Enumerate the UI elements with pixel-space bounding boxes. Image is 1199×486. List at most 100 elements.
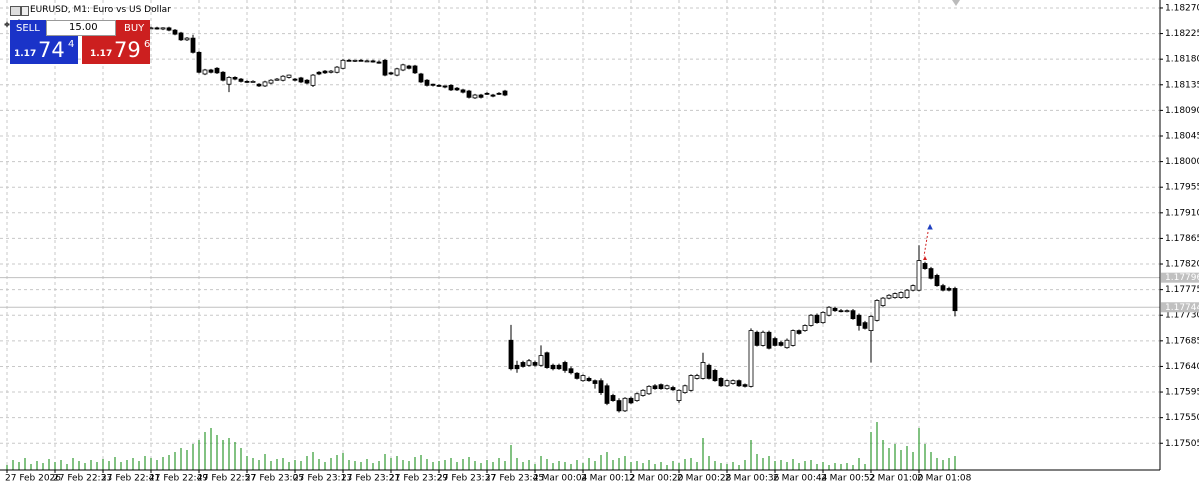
candle-body <box>844 310 850 313</box>
y-tick-label: 1.17640 <box>1165 362 1199 372</box>
candle-body <box>532 362 538 366</box>
candle-body <box>628 397 634 404</box>
candle-body <box>808 314 814 326</box>
candle-body <box>724 380 730 387</box>
y-tick-label: 1.17865 <box>1165 234 1199 244</box>
candle-body <box>574 372 580 379</box>
candle-body <box>766 331 772 349</box>
x-tick-label: 2 Mar 01:08 <box>917 474 972 484</box>
x-tick-label: 27 Feb 22:49 <box>149 474 208 484</box>
candle-body <box>466 90 472 98</box>
candle-body <box>280 75 286 81</box>
candle-body <box>376 61 382 64</box>
y-tick-label: 1.17775 <box>1165 285 1199 295</box>
candle-body <box>580 375 586 382</box>
candle-body <box>238 78 244 82</box>
candle-body <box>760 331 766 346</box>
candle-body <box>172 29 178 35</box>
candle-body <box>838 310 844 313</box>
lot-input[interactable]: 15.00 <box>46 20 116 36</box>
y-tick-label: 1.18000 <box>1165 157 1199 167</box>
candle-body <box>622 397 628 412</box>
candle-body <box>604 385 610 404</box>
candle-body <box>826 306 832 316</box>
candle-body <box>910 285 916 291</box>
trade-line <box>923 231 929 257</box>
buy-sup: 6 <box>144 39 151 50</box>
candle-body <box>706 364 712 379</box>
x-tick-label: 2 Mar 00:20 <box>629 474 684 484</box>
price-label-bg <box>1161 302 1199 313</box>
candle-body <box>160 27 166 30</box>
y-tick-label: 1.17955 <box>1165 183 1199 193</box>
price-label-bg <box>1161 272 1199 283</box>
candle-body <box>4 23 10 26</box>
candle-body <box>880 297 886 306</box>
candle-body <box>298 77 304 83</box>
candle-body <box>526 360 532 366</box>
candle-body <box>436 84 442 87</box>
candle-body <box>310 74 316 86</box>
candle-body <box>502 90 508 96</box>
x-tick-label: 27 Feb 23:29 <box>389 474 448 484</box>
candle-body <box>856 314 862 326</box>
candle-body <box>154 27 160 30</box>
x-tick-label: 27 Feb 23:13 <box>293 474 352 484</box>
candle-body <box>394 68 400 76</box>
y-tick-label: 1.17910 <box>1165 208 1199 218</box>
candle-body <box>478 94 484 98</box>
candle-body <box>820 311 826 324</box>
candle-body <box>790 330 796 346</box>
candle-body <box>868 315 874 331</box>
candle-body <box>424 79 430 86</box>
candle-body <box>352 59 358 62</box>
candle-body <box>220 71 226 81</box>
candle-body <box>316 71 322 75</box>
candle-body <box>442 85 448 88</box>
candle-body <box>202 69 208 75</box>
candle-body <box>418 73 424 83</box>
candle-body <box>184 37 190 41</box>
x-tick-label: 2 Mar 00:04 <box>533 474 588 484</box>
x-tick-label: 27 Feb 22:33 <box>53 474 112 484</box>
y-tick-label: 1.18045 <box>1165 131 1199 141</box>
candle-body <box>682 385 688 394</box>
y-tick-label: 1.18135 <box>1165 80 1199 90</box>
candle-body <box>736 380 742 387</box>
icon <box>10 6 21 16</box>
candle-body <box>250 80 256 83</box>
candle-body <box>550 364 556 370</box>
chart-title: EURUSD, M1: Euro vs US Dollar <box>30 5 171 15</box>
candle-body <box>538 355 544 366</box>
plot-bg <box>0 0 1160 470</box>
candle-body <box>190 37 196 53</box>
candle-body <box>562 362 568 371</box>
candle-body <box>664 385 670 390</box>
candle-body <box>610 395 616 401</box>
candle-body <box>214 67 220 74</box>
x-tick-label: 27 Feb 2026 <box>5 474 61 484</box>
candle-body <box>874 300 880 321</box>
y-tick-label: 1.18270 <box>1165 3 1199 13</box>
candle-body <box>388 72 394 75</box>
candle-body <box>544 352 550 368</box>
candle-body <box>328 70 334 73</box>
x-tick-label: 27 Feb 23:45 <box>485 474 544 484</box>
candle-body <box>676 389 682 401</box>
sell-big: 74 <box>38 38 65 62</box>
candle-body <box>556 364 562 370</box>
candle-body <box>886 294 892 299</box>
x-tick-label: 2 Mar 00:28 <box>677 474 732 484</box>
shift-marker <box>952 0 960 6</box>
candle-body <box>406 65 412 69</box>
candle-body <box>364 60 370 63</box>
y-tick-label: 1.17730 <box>1165 311 1199 321</box>
candle-body <box>700 362 706 379</box>
buy-label: BUY <box>124 23 145 34</box>
candle-body <box>748 330 754 387</box>
candle-body <box>520 362 526 367</box>
candle-body <box>196 51 202 73</box>
candle-body <box>946 288 952 291</box>
